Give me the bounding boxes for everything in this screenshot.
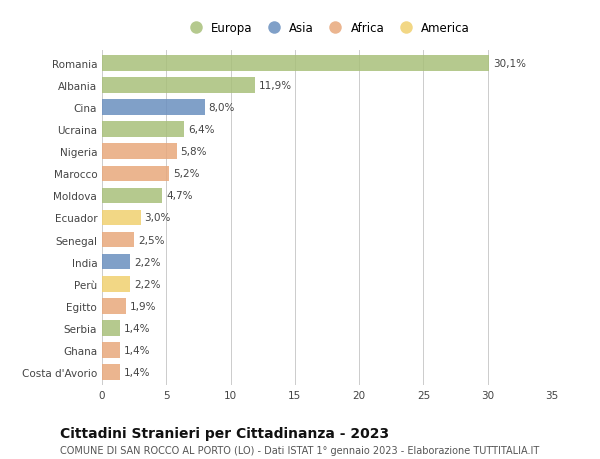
Bar <box>102 232 134 248</box>
Bar <box>102 122 184 138</box>
Text: 3,0%: 3,0% <box>145 213 171 223</box>
Bar <box>102 188 163 204</box>
Text: 1,4%: 1,4% <box>124 367 151 377</box>
Bar <box>102 56 489 72</box>
Text: 2,5%: 2,5% <box>138 235 164 245</box>
Bar <box>102 254 130 270</box>
Text: 2,2%: 2,2% <box>134 257 161 267</box>
Text: 4,7%: 4,7% <box>166 191 193 201</box>
Text: 6,4%: 6,4% <box>188 125 215 135</box>
Text: COMUNE DI SAN ROCCO AL PORTO (LO) - Dati ISTAT 1° gennaio 2023 - Elaborazione TU: COMUNE DI SAN ROCCO AL PORTO (LO) - Dati… <box>60 445 539 455</box>
Bar <box>102 166 169 182</box>
Bar <box>102 364 120 380</box>
Bar <box>102 144 176 160</box>
Text: 5,2%: 5,2% <box>173 169 199 179</box>
Text: 5,8%: 5,8% <box>181 147 207 157</box>
Bar <box>102 210 140 226</box>
Legend: Europa, Asia, Africa, America: Europa, Asia, Africa, America <box>182 20 472 37</box>
Bar <box>102 342 120 358</box>
Bar <box>102 298 127 314</box>
Text: 1,4%: 1,4% <box>124 323 151 333</box>
Text: 1,4%: 1,4% <box>124 345 151 355</box>
Text: Cittadini Stranieri per Cittadinanza - 2023: Cittadini Stranieri per Cittadinanza - 2… <box>60 426 389 440</box>
Text: 30,1%: 30,1% <box>493 59 526 69</box>
Text: 8,0%: 8,0% <box>209 103 235 113</box>
Bar <box>102 276 130 292</box>
Text: 1,9%: 1,9% <box>130 301 157 311</box>
Bar <box>102 320 120 336</box>
Bar <box>102 100 205 116</box>
Text: 2,2%: 2,2% <box>134 279 161 289</box>
Text: 11,9%: 11,9% <box>259 81 292 91</box>
Bar <box>102 78 255 94</box>
